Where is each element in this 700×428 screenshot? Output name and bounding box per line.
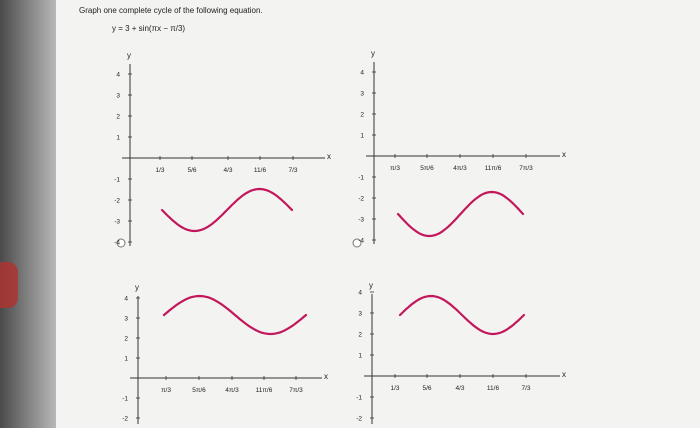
x-tick-label: 7π/3 — [289, 387, 303, 394]
x-tick-label: 5/6 — [187, 167, 196, 174]
y-tick-label: 2 — [116, 114, 120, 121]
x-tick-label: 4/3 — [223, 167, 232, 174]
x-tick-label: 11π/6 — [256, 387, 273, 394]
y-tick-label: -2 — [356, 416, 362, 423]
y-tick-label: 3 — [360, 91, 364, 98]
y-tick-label: 1 — [116, 135, 120, 142]
x-tick-label: 7π/3 — [519, 165, 533, 172]
x-axis-label: x — [562, 150, 566, 159]
x-tick-label: 5π/6 — [192, 387, 206, 394]
y-tick-label: 2 — [358, 332, 362, 339]
question-paper — [56, 0, 700, 428]
answer-option-d[interactable]: y x 4 3 2 1 -1 -2 1/3 5/6 4/3 11/6 7/3 — [356, 281, 566, 424]
sine-curve — [398, 294, 526, 336]
y-tick-label: 4 — [360, 70, 364, 77]
y-tick-label: -1 — [114, 177, 120, 184]
y-tick-label: -4 — [358, 238, 364, 245]
y-axis-label: y — [135, 283, 139, 292]
y-tick-label: -1 — [356, 395, 362, 402]
x-tick-label: 5π/6 — [420, 165, 434, 172]
y-tick-label: 3 — [358, 311, 362, 318]
y-axis-label: y — [127, 51, 131, 60]
y-tick-label: 4 — [116, 72, 120, 79]
sine-curve — [396, 190, 525, 238]
y-tick-label: 2 — [124, 336, 128, 343]
x-tick-label: 4π/3 — [453, 165, 467, 172]
x-tick-label: 11/6 — [487, 385, 500, 392]
y-axis-label: y — [369, 281, 373, 290]
x-tick-label: 1/3 — [390, 385, 399, 392]
sine-curve — [162, 294, 308, 336]
x-tick-label: π/3 — [161, 387, 171, 394]
option-radio-button[interactable] — [116, 238, 126, 248]
x-axis-label: x — [324, 372, 328, 381]
y-tick-label: -1 — [358, 175, 364, 182]
x-axis-label: x — [327, 152, 331, 161]
x-tick-label: 1/3 — [155, 167, 164, 174]
background-object — [0, 262, 18, 308]
x-axis-label: x — [562, 370, 566, 379]
y-tick-label: -1 — [122, 396, 128, 403]
sine-curve — [160, 187, 294, 233]
y-tick-label: -4 — [114, 240, 120, 247]
y-tick-label: -2 — [122, 416, 128, 423]
y-tick-label: 1 — [360, 133, 364, 140]
screen-edge — [0, 0, 56, 428]
answer-option-b[interactable]: y x 4 3 2 1 -1 -2 -3 -4 π/3 5π/6 4π/3 11π/6 7π/3 — [352, 49, 566, 248]
question-prompt: Graph one complete cycle of the followin… — [79, 6, 263, 15]
answer-option-a[interactable]: y x 4 3 2 1 -1 -2 -3 -4 1/3 5/6 4/3 11/6 7/3 — [114, 51, 331, 248]
y-tick-label: 1 — [358, 353, 362, 360]
x-tick-label: 4π/3 — [225, 387, 239, 394]
y-tick-label: 1 — [124, 356, 128, 363]
answer-option-c[interactable]: y x 4 3 2 1 -1 -2 π/3 5π/6 4π/3 11π/6 7π/3 — [122, 283, 328, 424]
y-tick-label: -2 — [358, 196, 364, 203]
x-tick-label: 4/3 — [455, 385, 464, 392]
x-tick-label: 5/6 — [422, 385, 431, 392]
x-tick-label: 11π/6 — [485, 165, 502, 172]
y-tick-label: 3 — [124, 316, 128, 323]
x-tick-label: 11/6 — [254, 167, 267, 174]
y-tick-label: -3 — [358, 217, 364, 224]
y-tick-label: 4 — [358, 290, 362, 297]
y-tick-label: 2 — [360, 112, 364, 119]
option-radio-button[interactable] — [352, 238, 362, 248]
y-tick-label: 3 — [116, 93, 120, 100]
question-equation: y = 3 + sin(πx − π/3) — [112, 24, 186, 33]
x-tick-label: 7/3 — [521, 385, 530, 392]
y-tick-label: -2 — [114, 198, 120, 205]
y-tick-label: 4 — [124, 296, 128, 303]
y-axis-label: y — [371, 49, 375, 58]
x-tick-label: 7/3 — [288, 167, 297, 174]
y-tick-label: -3 — [114, 219, 120, 226]
x-tick-label: π/3 — [390, 165, 400, 172]
